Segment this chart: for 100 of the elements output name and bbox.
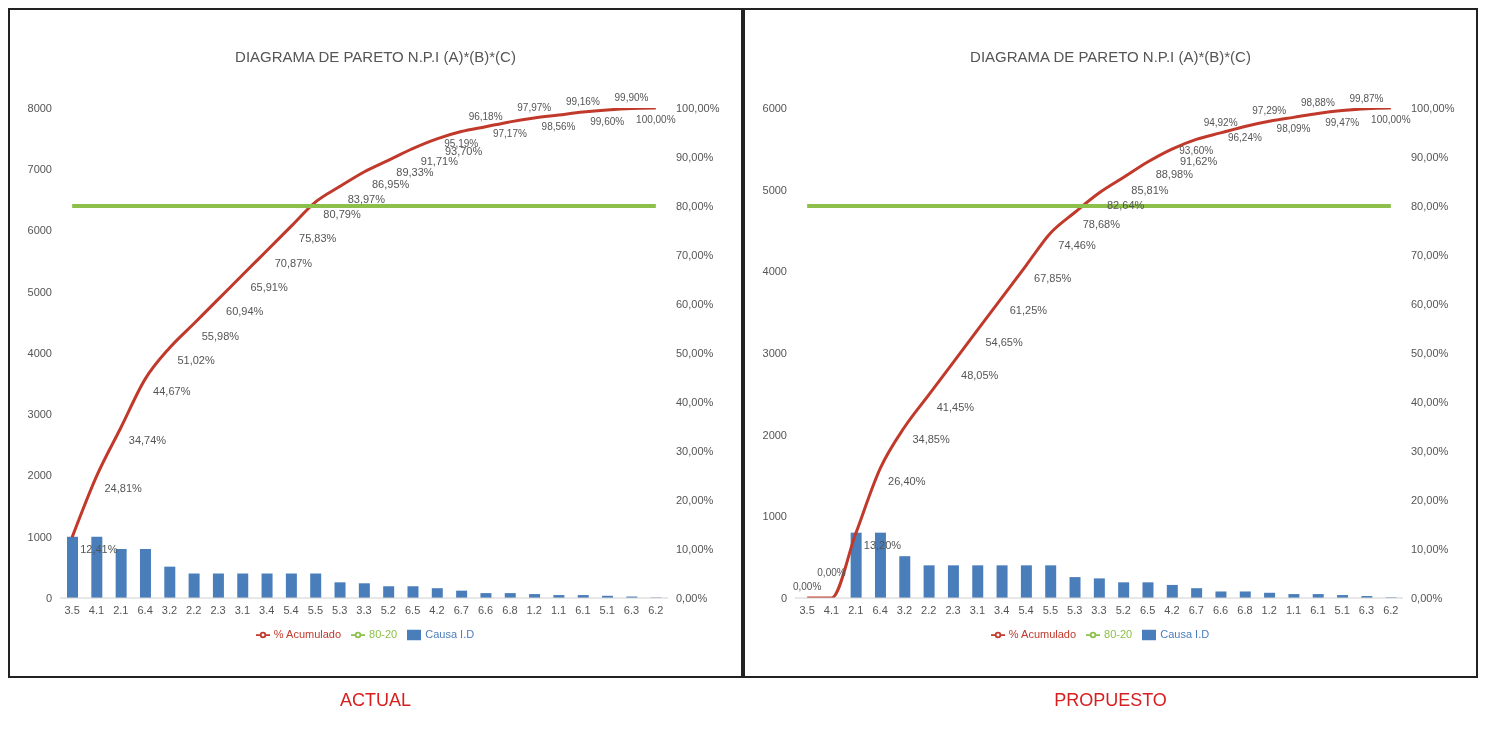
x-tick-label: 6.2 <box>648 603 664 616</box>
x-tick-label: 3.2 <box>896 603 913 616</box>
legend-label: % Acumulado <box>273 628 342 640</box>
data-label: 96,24% <box>1227 132 1262 144</box>
legend-label: 80-20 <box>1104 628 1133 640</box>
text: ACTUAL <box>339 690 412 711</box>
y-tick-label: 4000 <box>762 265 787 278</box>
x-tick-label: 6.7 <box>453 603 469 616</box>
x-tick-label: 6.1 <box>1310 603 1326 616</box>
x-tick-label: 6.5 <box>404 603 421 616</box>
y2-tick-label: 20,00% <box>1411 493 1449 506</box>
y-tick-label: 0 <box>780 591 787 604</box>
y2-tick-label: 50,00% <box>676 346 714 359</box>
x-tick-label: 6.2 <box>1383 603 1399 616</box>
data-label: 86,95% <box>372 177 410 190</box>
y-tick-label: 3000 <box>762 346 787 359</box>
data-label: 91,62% <box>1179 155 1218 168</box>
x-tick-label: 1.1 <box>550 603 567 616</box>
data-label: 80,79% <box>323 208 361 221</box>
y-tick-label: 2000 <box>762 428 787 441</box>
data-label: 78,68% <box>1082 218 1121 231</box>
data-label: 61,25% <box>1009 303 1048 316</box>
data-label: 99,90% <box>614 92 649 104</box>
data-label: 34,74% <box>128 433 167 446</box>
data-label: 54,65% <box>985 336 1023 349</box>
data-label: 98,56% <box>541 121 576 133</box>
x-tick-label: 5.5 <box>307 603 324 616</box>
x-tick-label: 6.6 <box>1212 603 1229 616</box>
y2-tick-label: 70,00% <box>1411 248 1449 261</box>
x-tick-label: 6.3 <box>623 603 640 616</box>
data-label: 65,91% <box>250 281 288 294</box>
data-label: 48,05% <box>961 368 999 381</box>
x-tick-label: 3.5 <box>799 603 815 616</box>
data-label: 41,45% <box>936 400 975 413</box>
y-tick-label: 6000 <box>27 224 52 237</box>
data-label: 60,94% <box>226 305 264 318</box>
data-label: 95,19% <box>444 137 479 149</box>
x-tick-label: 3.2 <box>161 603 178 616</box>
x-tick-label: 5.3 <box>332 603 348 616</box>
y-tick-label: 3000 <box>27 408 52 421</box>
data-label: 51,02% <box>177 354 215 366</box>
data-label: 99,60% <box>590 115 625 127</box>
x-tick-label: 1.2 <box>526 603 542 616</box>
y2-tick-label: 20,00% <box>676 493 714 506</box>
x-tick-label: 5.1 <box>599 603 615 616</box>
x-tick-label: 3.4 <box>259 603 275 616</box>
data-label: 85,81% <box>1131 183 1169 196</box>
legend-label: Causa I.D <box>1160 628 1210 640</box>
x-tick-label: 6.6 <box>477 603 494 616</box>
legend-label: % Acumulado <box>1008 628 1077 640</box>
y2-tick-label: 90,00% <box>676 150 714 163</box>
x-tick-label: 4.2 <box>429 603 445 616</box>
data-label: 74,46% <box>1058 239 1096 252</box>
data-label: 70,87% <box>274 256 313 269</box>
x-tick-label: 5.2 <box>1115 603 1131 616</box>
y2-tick-label: 30,00% <box>1411 444 1449 457</box>
y2-tick-label: 30,00% <box>676 444 714 457</box>
y-tick-label: 1000 <box>762 510 787 523</box>
x-tick-label: 1.1 <box>1285 603 1302 616</box>
y2-tick-label: 80,00% <box>1411 199 1449 212</box>
data-label: 83,97% <box>347 192 386 205</box>
x-tick-label: 3.4 <box>994 603 1010 616</box>
y2-tick-label: 40,00% <box>1411 395 1449 408</box>
data-label: 99,16% <box>565 96 600 108</box>
x-tick-label: 3.1 <box>969 603 986 616</box>
data-label: 44,67% <box>153 385 191 398</box>
x-tick-label: 6.7 <box>1188 603 1204 616</box>
data-label: 88,98% <box>1155 168 1194 180</box>
x-tick-label: 3.1 <box>234 603 251 616</box>
x-tick-label: 6.4 <box>137 603 153 616</box>
data-label: 100,00% <box>636 114 676 125</box>
x-tick-label: 5.4 <box>283 603 299 616</box>
data-label: 99,47% <box>1325 116 1360 128</box>
data-label: 93,60% <box>1179 145 1214 157</box>
x-tick-label: 2.1 <box>848 603 864 616</box>
legend-label: Causa I.D <box>425 628 475 640</box>
x-tick-label: 2.2 <box>921 603 937 616</box>
y-tick-label: 4000 <box>27 346 52 359</box>
y-tick-label: 5000 <box>762 183 787 196</box>
data-label: 96,18% <box>468 110 503 122</box>
data-label: 97,97% <box>517 101 552 113</box>
y2-tick-label: 60,00% <box>1411 297 1449 310</box>
x-tick-label: 6.3 <box>1358 603 1375 616</box>
y-tick-label: 2000 <box>27 469 52 482</box>
data-label: 99,87% <box>1349 92 1384 104</box>
text: PROPUESTO <box>1053 690 1168 711</box>
x-tick-label: 2.3 <box>210 603 226 616</box>
y2-tick-label: 10,00% <box>1411 542 1449 555</box>
y-tick-label: 0 <box>45 591 52 604</box>
data-label: 0,00% <box>792 581 822 592</box>
y2-tick-label: 60,00% <box>676 297 714 310</box>
y2-tick-label: 80,00% <box>676 199 714 212</box>
chart-title: DIAGRAMA DE PARETO N.P.I (A)*(B)*(C) <box>234 47 517 67</box>
y2-tick-label: 40,00% <box>676 395 714 408</box>
x-tick-label: 2.1 <box>113 603 129 616</box>
x-tick-label: 2.3 <box>945 603 961 616</box>
x-tick-label: 2.2 <box>186 603 202 616</box>
y2-tick-label: 0,00% <box>1411 591 1443 604</box>
data-label: 98,88% <box>1300 97 1335 109</box>
y2-tick-label: 100,00% <box>676 101 720 114</box>
